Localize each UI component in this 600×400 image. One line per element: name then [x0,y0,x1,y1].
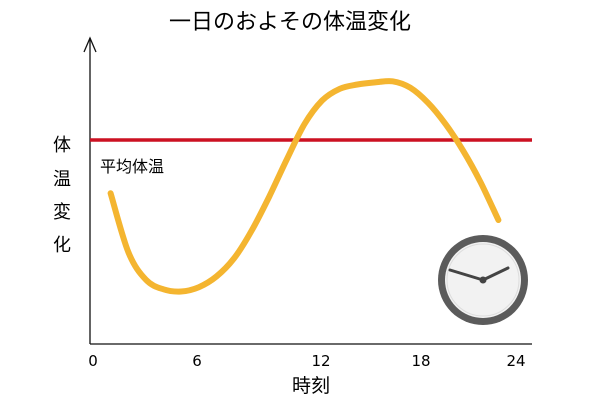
x-tick-label: 18 [411,352,430,370]
x-tick-labels: 0 6 12 18 24 [88,352,525,370]
y-label-char: 化 [53,235,71,256]
y-axis-label: 体 温 変 化 [53,135,71,256]
chart-title: 一日のおよその体温変化 [169,10,411,35]
average-temperature-label: 平均体温 [100,157,164,176]
y-label-char: 体 [53,135,71,156]
y-label-char: 温 [53,169,71,190]
x-tick-label: 24 [506,352,525,370]
x-axis-label: 時刻 [292,375,330,397]
y-label-char: 変 [53,202,71,223]
y-axis-arrow [83,36,97,53]
clock-icon [438,235,528,325]
series-line-body-temperature [107,78,502,295]
x-tick-label: 0 [88,352,98,370]
x-tick-label: 12 [311,352,330,370]
x-tick-label: 6 [192,352,202,370]
